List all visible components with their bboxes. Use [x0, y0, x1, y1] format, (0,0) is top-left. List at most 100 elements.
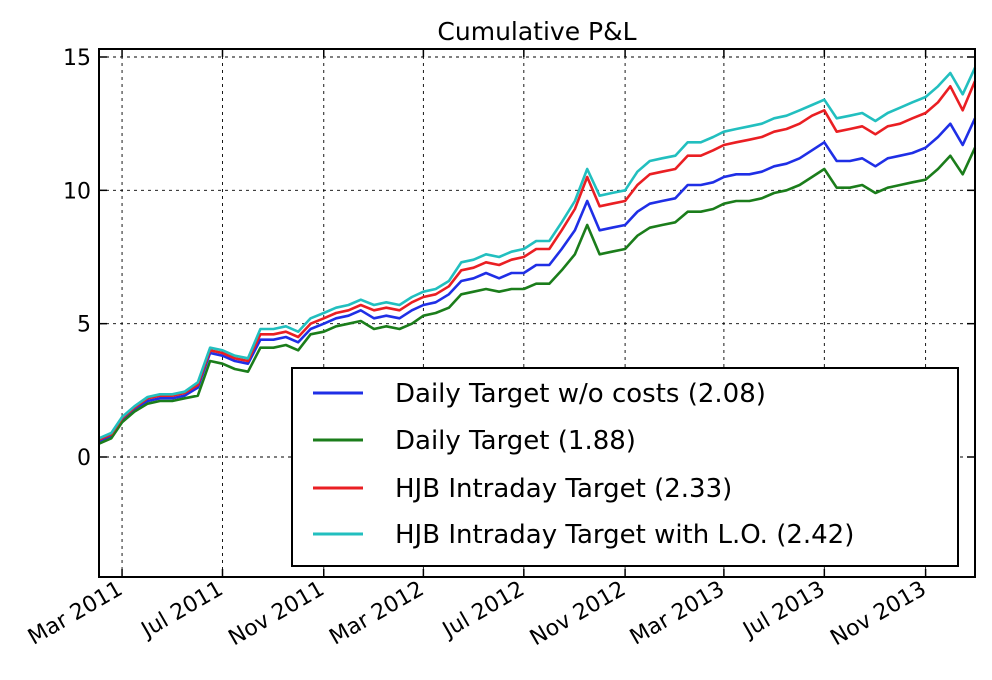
series-2-point	[962, 173, 964, 175]
series-3-point	[661, 171, 663, 173]
series-1-point	[485, 272, 487, 274]
series-3-point	[485, 261, 487, 263]
series-4-point	[611, 192, 613, 194]
series-1-point	[247, 363, 249, 365]
series-2-point	[535, 283, 537, 285]
series-4-point	[209, 347, 211, 349]
series-1-point	[700, 184, 702, 186]
series-4-point	[272, 328, 275, 330]
series-4-point	[735, 128, 737, 130]
series-lines	[98, 67, 977, 445]
series-2-point	[360, 320, 362, 322]
series-4-point	[561, 221, 563, 223]
series-1-point	[422, 304, 424, 306]
series-2-point	[159, 400, 161, 402]
series-4-point	[723, 131, 725, 133]
series-1-point	[773, 165, 775, 167]
series-4-point	[373, 304, 375, 306]
series-3-point	[234, 357, 236, 359]
series-3-point	[259, 333, 261, 335]
series-1-point	[272, 339, 275, 341]
plot-frame	[98, 48, 976, 578]
series-1-point	[712, 181, 714, 183]
series-4-point	[398, 304, 401, 306]
series-2-point	[785, 189, 788, 191]
series-1-point	[159, 397, 161, 399]
series-2-point	[197, 395, 199, 397]
series-3-point	[523, 256, 525, 258]
series-2-point	[748, 200, 751, 202]
series-3-point	[687, 155, 689, 157]
series-1-point	[171, 397, 173, 399]
series-3-point	[735, 141, 737, 143]
series-3-point	[899, 123, 901, 125]
series-3-point	[197, 384, 199, 386]
series-1-point	[460, 280, 462, 282]
series-2-point	[773, 192, 775, 194]
series-3-point	[272, 333, 275, 335]
series-4-point	[687, 141, 689, 143]
series-1-point	[785, 163, 788, 165]
series-4-point	[836, 117, 838, 119]
series-2-point	[411, 323, 413, 325]
series-2-point	[121, 421, 123, 423]
series-1-point	[636, 211, 639, 213]
series-4-point	[335, 307, 337, 309]
series-1-point	[435, 301, 437, 303]
series-2-point	[510, 288, 513, 290]
series-3-point	[574, 208, 576, 210]
series-2-point	[949, 155, 951, 157]
series-4-point	[133, 405, 135, 407]
series-3-point	[310, 323, 312, 325]
series-2-point	[460, 293, 462, 295]
series-1-point	[310, 328, 312, 330]
series-4-point	[799, 109, 801, 111]
series-4-point	[448, 280, 450, 282]
series-2-point	[373, 328, 375, 330]
series-2-point	[548, 283, 550, 285]
series-3-point	[748, 139, 751, 141]
series-2-point	[335, 325, 337, 327]
series-3-point	[385, 307, 387, 309]
series-4-point	[485, 253, 487, 255]
series-2-point	[422, 315, 424, 317]
series-3-point	[297, 336, 299, 338]
y-tick-label: 15	[63, 46, 91, 71]
series-1-point	[962, 144, 964, 146]
series-3-point	[323, 317, 325, 319]
series-4-point	[498, 256, 500, 258]
series-2-point	[574, 253, 576, 255]
series-4-point	[811, 104, 813, 106]
series-3-point	[611, 203, 613, 205]
series-1-point	[510, 272, 513, 274]
series-2-point	[937, 168, 939, 170]
series-3-point	[962, 109, 964, 111]
series-2-point	[687, 211, 689, 213]
series-1-point	[687, 184, 689, 186]
series-2-point	[485, 288, 487, 290]
series-2-point	[636, 235, 639, 237]
series-3-point	[373, 309, 375, 311]
series-4-point	[712, 136, 714, 138]
series-4-point	[110, 432, 112, 434]
series-1-point	[949, 123, 951, 125]
series-4-point	[861, 112, 863, 114]
series-3-point	[636, 184, 639, 186]
series-2-point	[297, 349, 299, 351]
series-4-point	[823, 99, 825, 101]
series-2-point	[523, 288, 525, 290]
series-1-point	[799, 157, 801, 159]
series-4-point	[849, 115, 851, 117]
series-2-point	[811, 176, 813, 178]
series-2-point	[649, 227, 651, 229]
series-2-point	[133, 411, 135, 413]
series-3-point	[599, 205, 601, 207]
series-2-point	[887, 187, 889, 189]
series-1-point	[373, 317, 375, 319]
series-2-point	[259, 347, 261, 349]
series-1-point	[297, 341, 299, 343]
series-3-point	[624, 200, 626, 202]
series-3-point	[937, 101, 939, 103]
series-2-point	[723, 203, 725, 205]
series-2-point	[347, 323, 350, 325]
